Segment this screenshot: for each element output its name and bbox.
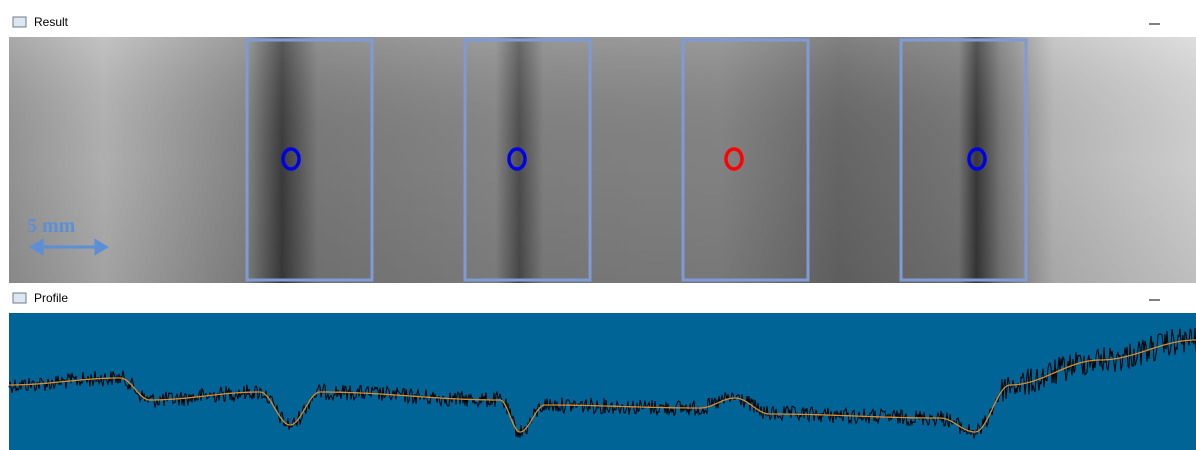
window-title: Result xyxy=(34,15,69,29)
title-bar xyxy=(9,285,1196,313)
title-bar xyxy=(9,9,1196,37)
profile-plot xyxy=(9,313,1196,450)
screen: Result 5 mm Profile xyxy=(0,0,1196,450)
window-icon xyxy=(13,17,26,27)
result-window: Result 5 mm xyxy=(9,9,1196,283)
window-icon xyxy=(13,293,26,303)
profile-window: Profile xyxy=(9,285,1196,450)
window-title: Profile xyxy=(34,291,68,305)
image-shading xyxy=(9,37,1196,283)
scale-label: 5 mm xyxy=(27,215,76,237)
